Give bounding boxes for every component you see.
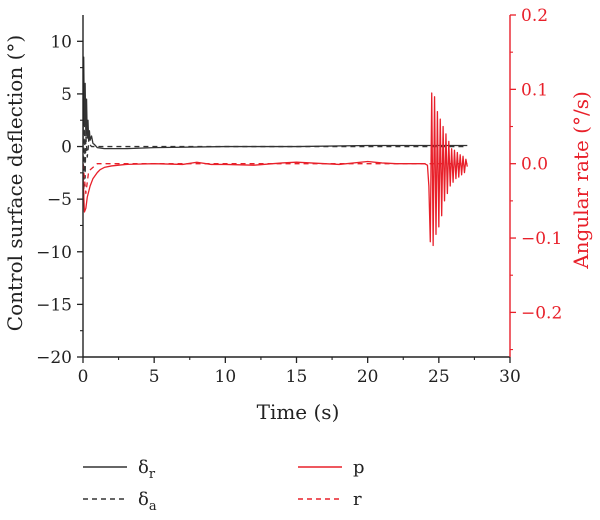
series-line-δa: [83, 114, 468, 200]
right-y-tick-label: 0.2: [521, 6, 548, 26]
left-y-tick-label: −5: [47, 190, 72, 210]
series-line-δr: [83, 56, 468, 150]
x-axis-label: Time (s): [257, 400, 340, 424]
left-y-tick-label: 0: [61, 138, 72, 158]
series-line-r: [83, 163, 468, 195]
x-tick-label: 5: [149, 367, 160, 387]
x-tick-label: 10: [215, 367, 237, 387]
series-line-p: [83, 92, 468, 247]
x-tick-label: 25: [428, 367, 450, 387]
x-tick-label: 20: [357, 367, 379, 387]
x-tick-label: 30: [499, 367, 521, 387]
right-y-tick-label: 0.1: [521, 80, 548, 100]
plot-area: [83, 56, 468, 247]
legend-label-δr: δr: [138, 457, 156, 482]
right-y-tick-label: −0.1: [521, 229, 562, 249]
series-layer: [83, 56, 468, 247]
axes-layer: 0 5 10 15 20 25 30 10 5 0 −5 −10 −15 −20 0.2 0.1 0.0 −0.1…: [36, 6, 562, 387]
right-y-tick-label: 0.0: [521, 155, 548, 175]
right-y-axis-label: Angular rate (°/s): [569, 91, 593, 270]
left-y-axis-label: Control surface deflection (°): [3, 35, 27, 331]
left-y-tick-label: −15: [36, 295, 72, 315]
x-tick-label: 0: [78, 367, 89, 387]
x-tick-label: 15: [286, 367, 308, 387]
legend: δr δa pr: [83, 457, 365, 514]
left-y-tick-label: 5: [61, 85, 72, 105]
legend-label-p: p: [353, 457, 365, 478]
left-y-tick-label: 10: [50, 32, 72, 52]
legend-label-δa: δa: [138, 489, 157, 514]
left-y-tick-label: −10: [36, 243, 72, 263]
legend-label-r: r: [353, 489, 362, 510]
right-y-tick-label: −0.2: [521, 303, 562, 323]
left-y-tick-label: −20: [36, 348, 72, 368]
